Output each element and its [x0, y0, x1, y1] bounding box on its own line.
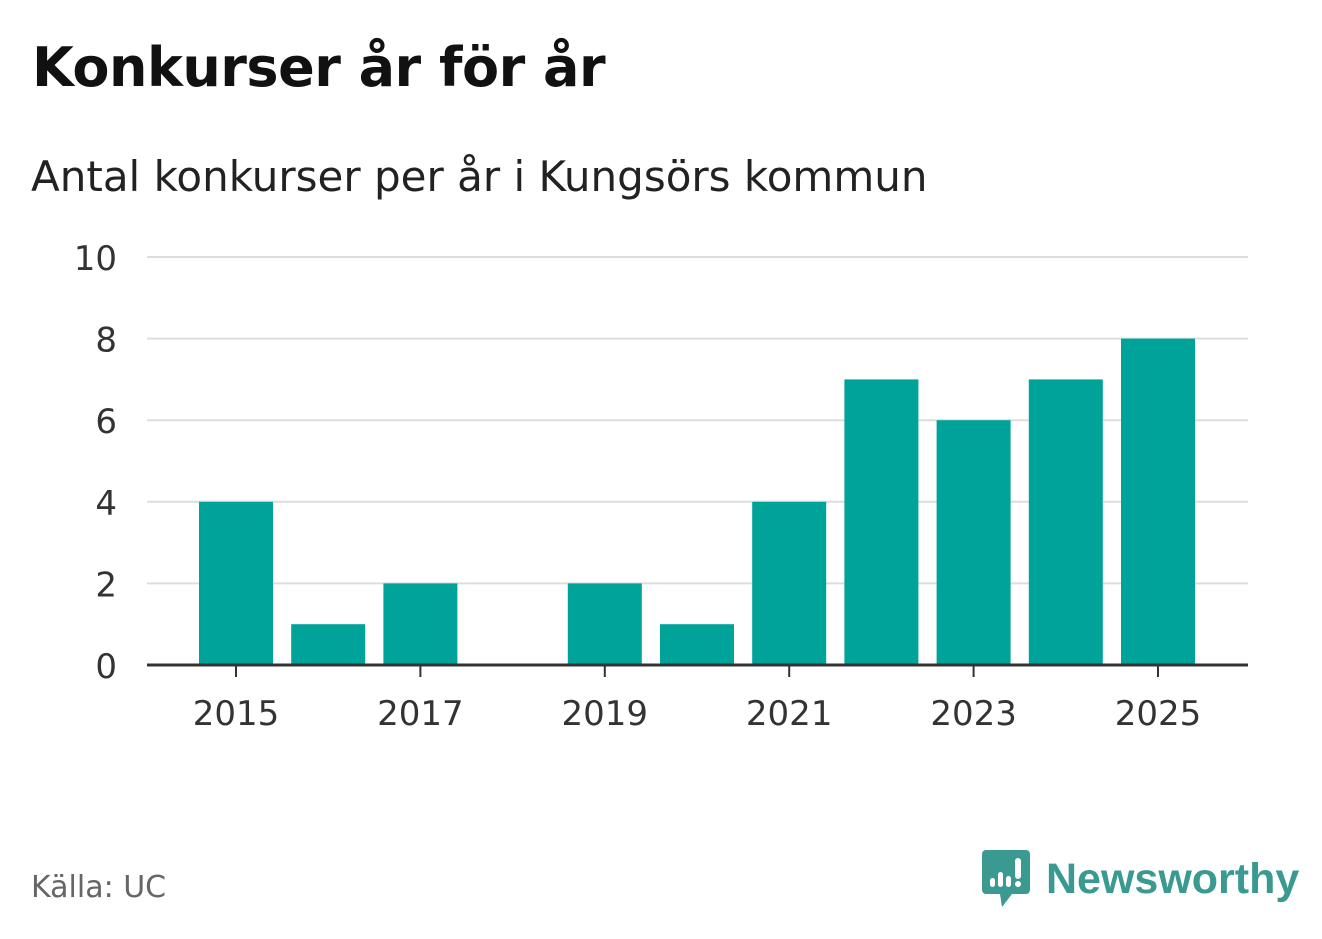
x-tick-label: 2021	[746, 694, 833, 734]
y-tick-label: 8	[95, 321, 117, 361]
y-tick-label: 10	[74, 239, 117, 279]
bar-2016	[291, 624, 366, 665]
chart-title: Konkurser år för år	[32, 36, 606, 99]
bar-chart: 0 2 4 6 8 10 2015 2017 2019 2021 2023 2025	[74, 239, 1248, 734]
source-note: Källa: UC	[31, 870, 167, 905]
y-tick-label: 2	[95, 565, 117, 605]
x-tick-label: 2025	[1115, 694, 1202, 734]
newsworthy-logo: Newsworthy	[982, 850, 1299, 908]
brand-name: Newsworthy	[1046, 854, 1300, 903]
bar-2021	[752, 501, 827, 665]
bar-2025	[1121, 338, 1195, 665]
y-tick-label: 4	[95, 484, 117, 524]
y-tick-label: 6	[95, 402, 117, 442]
bar-2024	[1028, 379, 1103, 665]
y-tick-label: 0	[95, 647, 117, 687]
x-tick-label: 2019	[562, 694, 649, 734]
x-tick-label: 2017	[377, 694, 464, 734]
bar-2017	[383, 583, 458, 665]
bar-2015	[199, 501, 273, 665]
bar-2023	[936, 420, 1011, 665]
bar-2022	[844, 379, 919, 665]
newsworthy-logo-icon	[982, 850, 1030, 907]
bar-2020	[660, 624, 734, 665]
x-tick-label: 2015	[193, 694, 280, 734]
chart-subtitle: Antal konkurser per år i Kungsörs kommun	[31, 152, 928, 201]
bar-2019	[567, 583, 642, 665]
x-tick-label: 2023	[930, 694, 1017, 734]
